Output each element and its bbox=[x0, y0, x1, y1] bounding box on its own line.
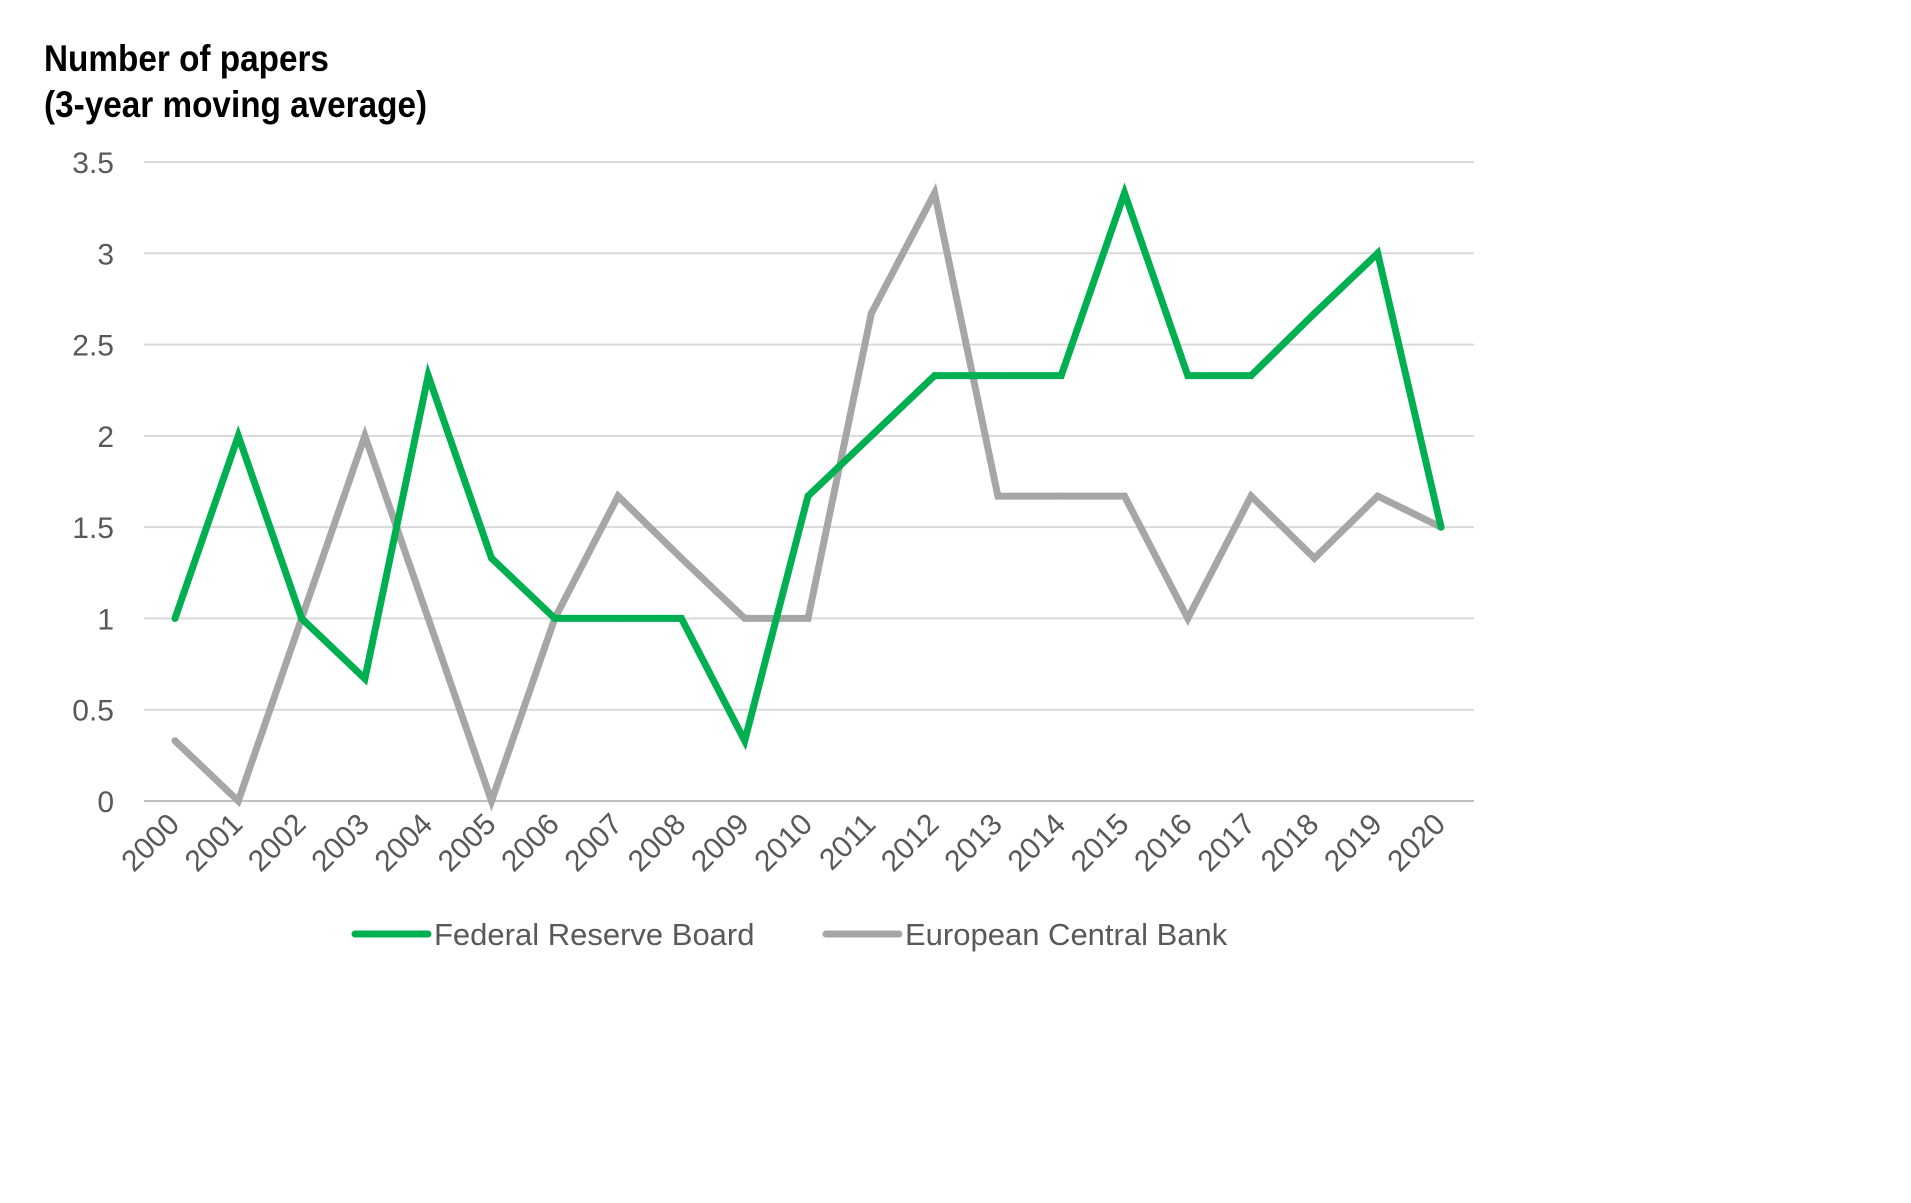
data-point bbox=[931, 189, 939, 197]
data-point bbox=[1310, 554, 1318, 562]
data-point bbox=[1247, 492, 1255, 500]
data-point bbox=[424, 614, 432, 622]
series-line-federal-reserve-board bbox=[171, 182, 1445, 751]
data-point bbox=[741, 614, 749, 622]
data-point bbox=[994, 372, 1002, 380]
data-point bbox=[1374, 492, 1382, 500]
data-point bbox=[804, 614, 812, 622]
data-point bbox=[614, 492, 622, 500]
data-point bbox=[1057, 372, 1065, 380]
data-point bbox=[171, 614, 179, 622]
x-tick-label: 2015 bbox=[1065, 808, 1136, 879]
data-point bbox=[234, 797, 242, 805]
data-point bbox=[1374, 249, 1382, 257]
y-tick-label: 1 bbox=[97, 603, 114, 636]
legend: Federal Reserve Board European Central Ba… bbox=[351, 917, 1228, 952]
data-point bbox=[1057, 492, 1065, 500]
data-point bbox=[171, 737, 179, 745]
y-axis-tick-labels: 0 0.5 1 1.5 2 2.5 3 3.5 bbox=[72, 147, 114, 819]
chart-title-line-2: (3-year moving average) bbox=[44, 84, 428, 125]
data-point bbox=[867, 310, 875, 318]
data-point bbox=[931, 372, 939, 380]
data-point bbox=[361, 675, 369, 683]
legend-label: Federal Reserve Board bbox=[434, 917, 755, 952]
x-tick-label: 2004 bbox=[369, 808, 440, 879]
x-tick-label: 2007 bbox=[559, 808, 630, 879]
x-tick-label: 2019 bbox=[1318, 808, 1389, 879]
chart-title-line-1: Number of papers bbox=[44, 38, 329, 79]
data-point bbox=[614, 614, 622, 622]
y-tick-label: 1.5 bbox=[72, 512, 114, 545]
data-point bbox=[234, 432, 242, 440]
data-point bbox=[551, 614, 559, 622]
data-point bbox=[804, 492, 812, 500]
x-tick-label: 2006 bbox=[495, 808, 566, 879]
x-tick-label: 2012 bbox=[875, 808, 946, 879]
data-point bbox=[1121, 189, 1128, 197]
data-point bbox=[1247, 372, 1255, 380]
legend-label: European Central Bank bbox=[905, 917, 1228, 952]
x-tick-label: 2001 bbox=[179, 808, 250, 879]
x-tick-label: 2009 bbox=[685, 808, 756, 879]
data-point bbox=[1184, 614, 1192, 622]
gridlines bbox=[144, 161, 1474, 802]
chart-title: Number of papers (3-year moving average) bbox=[44, 36, 427, 128]
x-tick-label: 2008 bbox=[622, 808, 693, 879]
x-tick-label: 2005 bbox=[432, 808, 503, 879]
x-tick-label: 2014 bbox=[1002, 808, 1073, 879]
y-tick-label: 2 bbox=[97, 421, 114, 454]
x-axis-tick-labels: 2000200120022003200420052006200720082009… bbox=[115, 808, 1452, 879]
y-tick-label: 0.5 bbox=[72, 695, 114, 728]
data-point bbox=[1310, 310, 1318, 318]
x-tick-label: 2002 bbox=[242, 808, 313, 879]
data-point bbox=[298, 614, 306, 622]
data-point bbox=[488, 797, 495, 805]
x-tick-label: 2010 bbox=[748, 808, 819, 879]
series-lines bbox=[171, 182, 1445, 812]
data-point bbox=[1121, 492, 1128, 500]
data-point bbox=[677, 614, 685, 622]
data-point bbox=[1184, 372, 1192, 380]
x-tick-label: 2003 bbox=[305, 808, 376, 879]
x-tick-label: 2018 bbox=[1255, 808, 1326, 879]
data-point bbox=[488, 554, 495, 562]
y-tick-label: 3.5 bbox=[72, 147, 114, 180]
data-point bbox=[994, 492, 1002, 500]
y-tick-label: 2.5 bbox=[72, 330, 114, 363]
x-tick-label: 2016 bbox=[1128, 808, 1199, 879]
data-point bbox=[867, 432, 875, 440]
line-chart: 00.511.522.533.5 20002001200220032004200… bbox=[72, 147, 1474, 952]
data-point bbox=[741, 737, 749, 745]
x-tick-label: 2011 bbox=[813, 808, 882, 877]
x-tick-label: 2000 bbox=[115, 808, 186, 879]
data-point bbox=[424, 372, 432, 380]
x-tick-label: 2020 bbox=[1381, 808, 1452, 879]
data-point bbox=[361, 432, 369, 440]
y-tick-label: 0 bbox=[97, 786, 114, 819]
x-tick-label: 2013 bbox=[938, 808, 1009, 879]
data-point bbox=[677, 554, 685, 562]
data-point bbox=[1437, 523, 1445, 531]
y-tick-label: 3 bbox=[97, 238, 114, 271]
x-tick-label: 2017 bbox=[1192, 808, 1263, 879]
